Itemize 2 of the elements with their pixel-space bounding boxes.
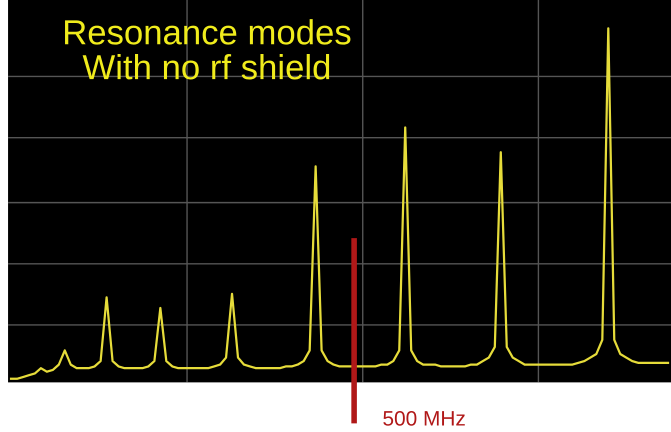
text: 500 MHz xyxy=(383,410,465,426)
chart-title: Resonance modes With no rf shield xyxy=(65,19,350,80)
